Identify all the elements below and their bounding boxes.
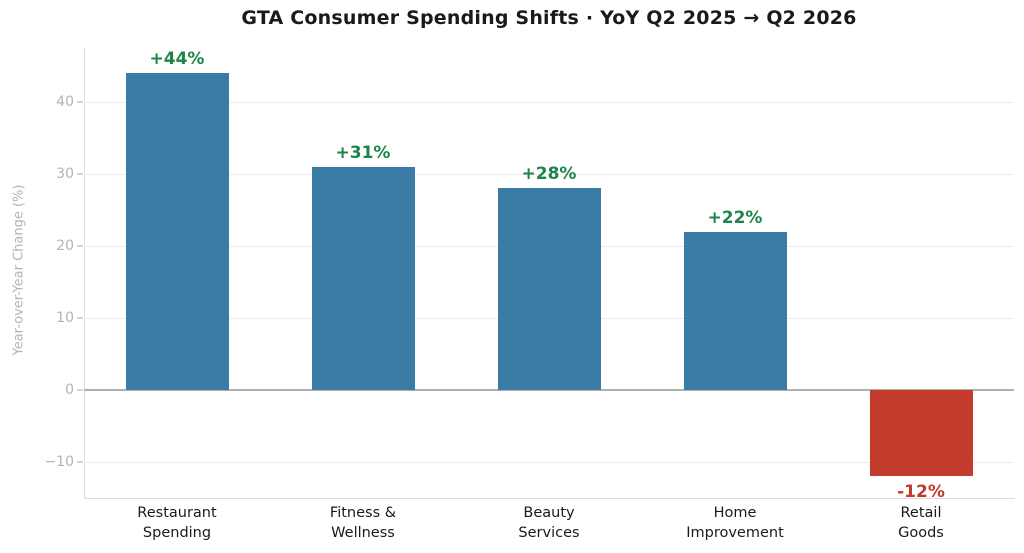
y-tick-label-30: 30: [56, 166, 74, 182]
x-tick-label-retail-goods: Retail Goods: [898, 505, 944, 541]
bar-value-label-restaurant-spending: +44%: [149, 49, 205, 70]
y-tick-mark-10: [77, 317, 83, 319]
y-tick-mark-30: [77, 173, 83, 175]
bar-restaurant-spending: [125, 73, 229, 390]
plot-area: [84, 48, 1015, 499]
y-tick-mark--10: [77, 461, 83, 463]
bar-beauty-services: [497, 188, 601, 390]
x-tick-label-fitness-wellness: Fitness & Wellness: [329, 505, 397, 541]
bar-value-label-beauty-services: +28%: [521, 164, 577, 185]
y-tick-label-20: 20: [56, 238, 74, 254]
x-tick-label-beauty-services: Beauty Services: [518, 505, 580, 541]
grid-line-30: [84, 173, 1014, 175]
chart-title: GTA Consumer Spending Shifts · YoY Q2 20…: [241, 7, 857, 29]
y-tick-mark-0: [77, 389, 83, 391]
y-tick-label-0: 0: [65, 382, 74, 398]
grid-line-40: [84, 101, 1014, 103]
bar-fitness-wellness: [311, 166, 415, 390]
zero-line: [84, 389, 1014, 391]
bar-value-label-retail-goods: -12%: [897, 482, 945, 503]
y-tick-mark-20: [77, 245, 83, 247]
x-tick-label-restaurant-spending: Restaurant Spending: [137, 505, 217, 541]
bar-retail-goods: [869, 390, 973, 477]
grid-line--10: [84, 461, 1014, 463]
y-tick-label-40: 40: [56, 94, 74, 110]
y-tick-label--10: −10: [44, 454, 74, 470]
y-axis-label: Year-over-Year Change (%): [11, 184, 27, 356]
x-tick-label-home-improvement: Home Improvement: [686, 505, 784, 541]
bar-home-improvement: [683, 231, 787, 390]
y-tick-label-10: 10: [56, 310, 74, 326]
y-tick-mark-40: [77, 101, 83, 103]
bar-value-label-home-improvement: +22%: [707, 207, 763, 228]
bar-value-label-fitness-wellness: +31%: [335, 142, 391, 163]
